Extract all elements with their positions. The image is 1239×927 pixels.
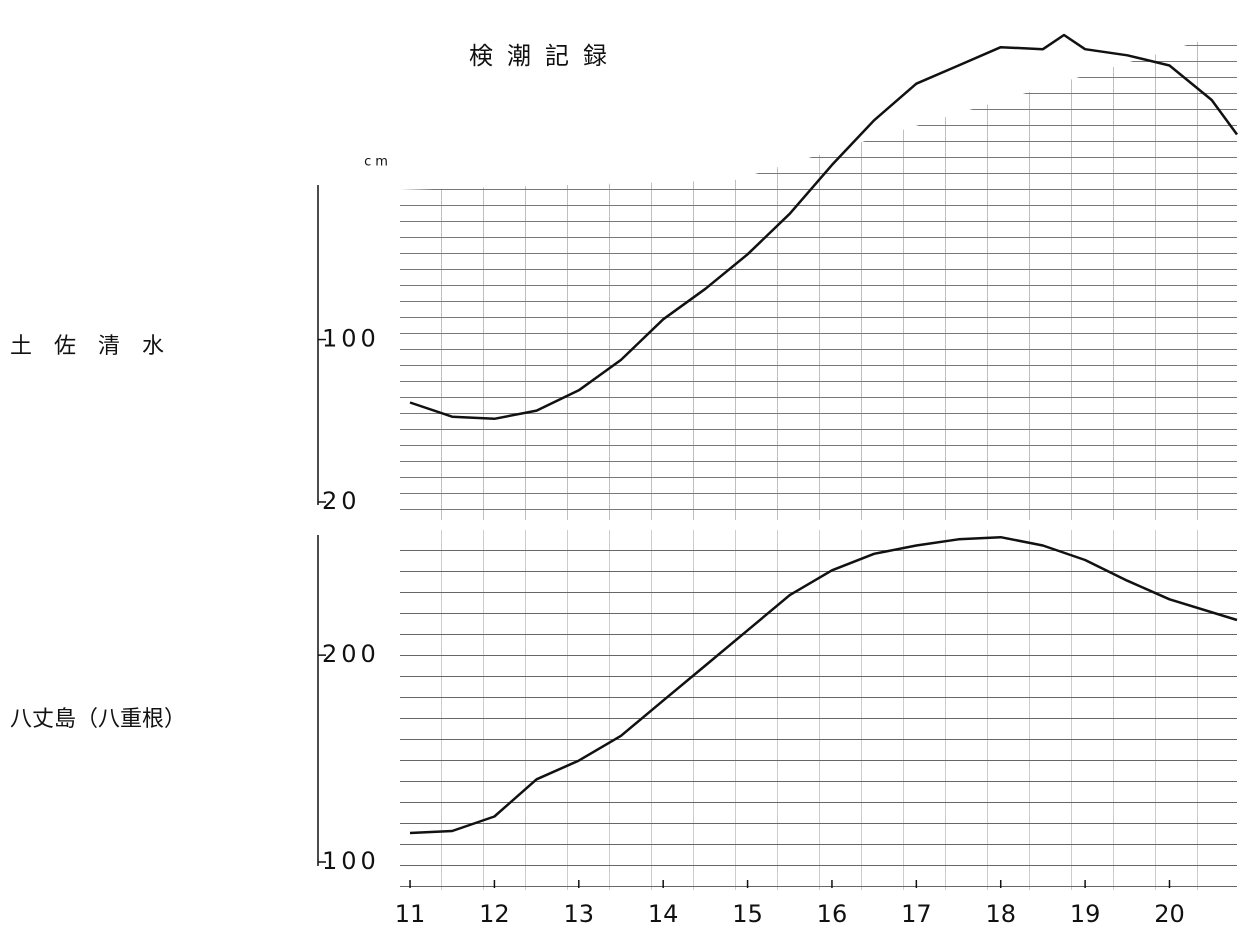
x-tick-label: 13	[564, 900, 595, 927]
station-label: 土 佐 清 水	[10, 334, 164, 359]
y-tick-label: 20	[322, 487, 361, 515]
unit-label: cm	[364, 155, 392, 170]
x-tick-label: 14	[648, 900, 679, 927]
chart-title: 検潮記録	[469, 42, 621, 70]
x-tick-label: 17	[901, 900, 932, 927]
recording-paper	[400, 530, 1237, 890]
x-tick-label: 12	[479, 900, 510, 927]
y-tick-label: 100	[322, 847, 380, 875]
x-tick-label: 20	[1154, 900, 1185, 927]
y-tick-label: 100	[322, 325, 380, 353]
x-tick-label: 19	[1070, 900, 1101, 927]
x-tick-label: 11	[395, 900, 426, 927]
series-line	[409, 33, 1239, 421]
x-tick-label: 18	[985, 900, 1016, 927]
x-tick-label: 15	[732, 900, 763, 927]
x-tick-label: 16	[817, 900, 848, 927]
y-tick-label: 200	[322, 640, 380, 668]
series-line	[409, 535, 1238, 835]
station-label: 八丈島（八重根）	[10, 707, 186, 732]
